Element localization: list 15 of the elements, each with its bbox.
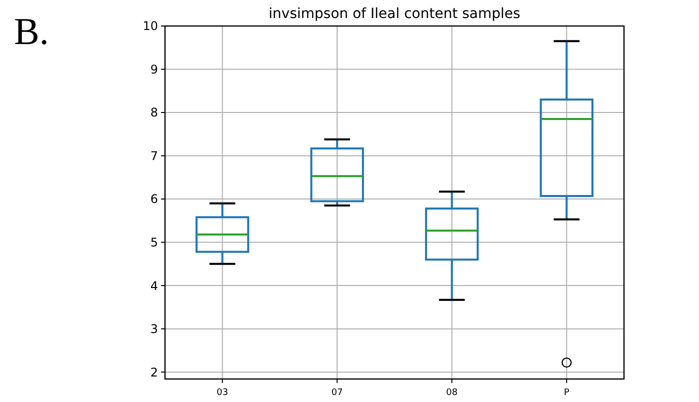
- y-tick-label: 2: [150, 365, 158, 380]
- x-tick-label: 08: [446, 388, 458, 398]
- text: B.: [14, 11, 49, 53]
- y-tick-label: 5: [150, 236, 158, 250]
- x-tick-label: P: [564, 388, 570, 398]
- y-tick-label: 7: [150, 148, 158, 163]
- y-tick-label: 10: [142, 19, 158, 34]
- y-tick-label: 3: [150, 322, 158, 336]
- chart-title: invsimpson of Ileal content samples: [268, 6, 520, 22]
- y-tick-label: 9: [150, 62, 158, 76]
- y-tick-label: 8: [150, 106, 158, 120]
- x-tick-label: 07: [331, 388, 343, 398]
- x-tick-label: 03: [216, 388, 228, 398]
- y-tick-label: 4: [150, 278, 158, 293]
- y-tick-label: 6: [150, 192, 158, 206]
